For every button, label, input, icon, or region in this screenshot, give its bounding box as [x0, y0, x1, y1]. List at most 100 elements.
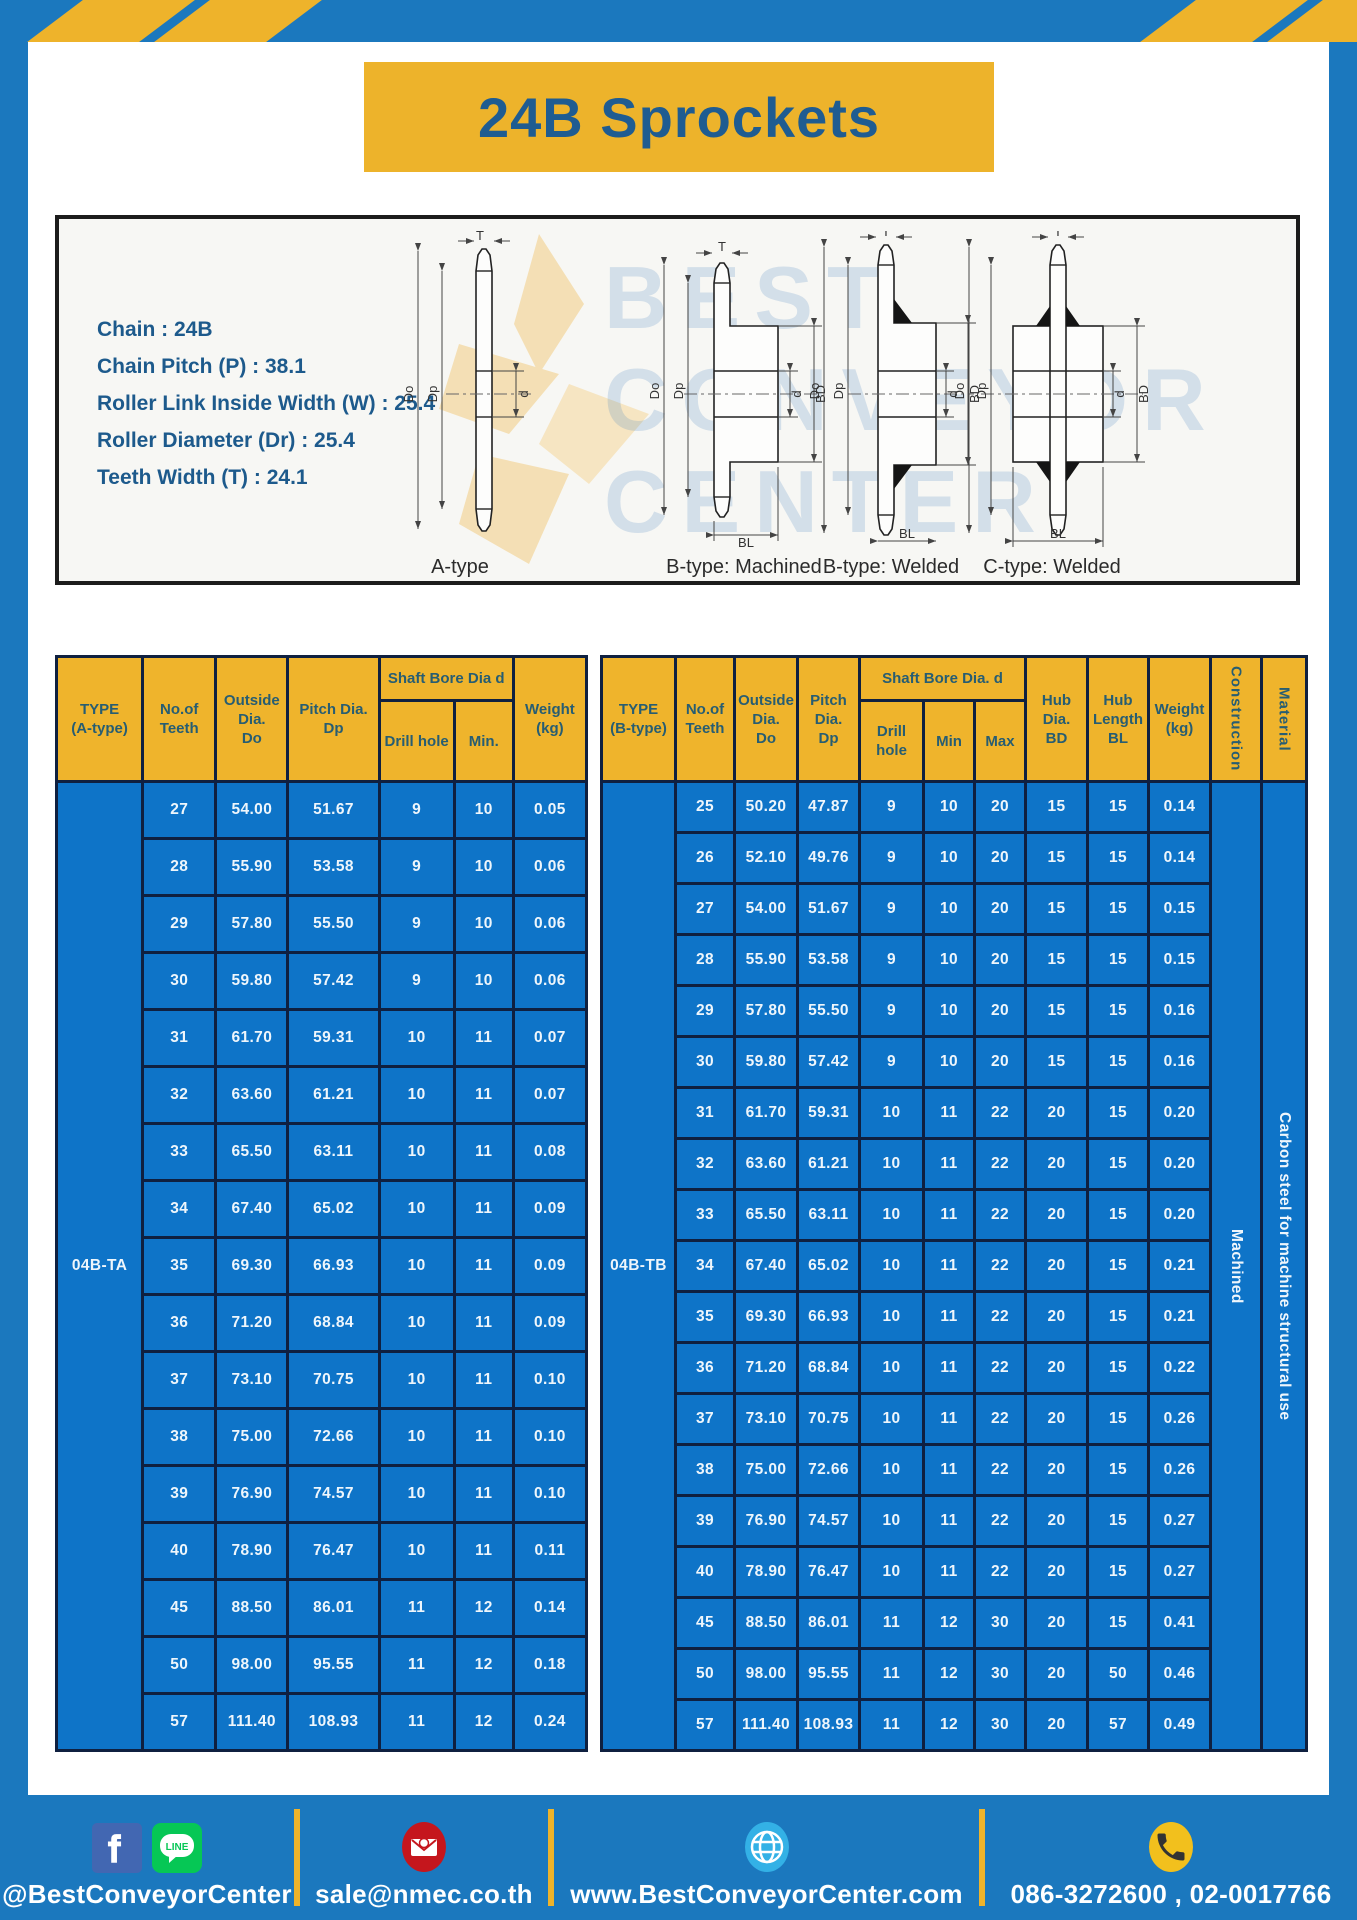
cell: 10 — [858, 1086, 925, 1140]
table-row: 50 98.00 95.55 11 12 30 20 50 0.46 — [602, 1647, 1307, 1701]
frame-top-band — [0, 0, 1357, 42]
cell: 11 — [452, 1521, 515, 1581]
globe-icon — [744, 1822, 789, 1872]
cell: 12 — [452, 1692, 515, 1752]
cell: 33 — [141, 1122, 218, 1182]
cell: 30 — [972, 1647, 1028, 1701]
footer-email[interactable]: sale@nmec.co.th — [315, 1879, 533, 1909]
diagram-b-type-machined: T Do Dp d BD BL B-type: Machined — [644, 231, 844, 579]
cell: 27 — [141, 780, 218, 840]
cell: 0.20 — [1147, 1086, 1213, 1140]
cell: 15 — [1086, 1545, 1151, 1599]
cell: 70.75 — [286, 1350, 381, 1410]
cell: 57.80 — [733, 984, 799, 1038]
table-row: 39 76.90 74.57 10 11 0.10 — [57, 1464, 589, 1524]
cell: 50 — [674, 1647, 736, 1701]
cell: 0.06 — [511, 837, 589, 897]
cell: 86.01 — [286, 1578, 381, 1638]
cell: 0.49 — [1147, 1698, 1213, 1752]
a-type-table-body: 04B-TA 27 54.00 51.67 9 10 0.05 28 55.90 53.58 9 10… — [54, 780, 589, 1752]
cell: 10 — [858, 1443, 925, 1497]
cell: 0.10 — [511, 1350, 589, 1410]
footer-social-handle[interactable]: @BestConveyorCenter — [2, 1879, 292, 1909]
a-type-drawing: T Do Dp d — [401, 228, 532, 532]
cell: 20 — [972, 780, 1028, 834]
cell: 75.00 — [214, 1407, 290, 1467]
cell: 29 — [141, 894, 218, 954]
cell: 11 — [452, 1464, 515, 1524]
cell: 57.80 — [214, 894, 290, 954]
col-header-drill-hole: Drill hole — [377, 699, 456, 783]
col-header-shaft-bore: Shaft Bore Dia d — [377, 655, 515, 702]
diagram-caption: B-type: Welded — [822, 556, 960, 578]
cell: 12 — [922, 1698, 976, 1752]
cell: 30 — [141, 951, 218, 1011]
cell: 20 — [1024, 1545, 1090, 1599]
cell: 0.27 — [1147, 1545, 1213, 1599]
svg-text:T: T — [476, 231, 484, 243]
cell: 51.67 — [796, 882, 861, 936]
cell: 66.93 — [796, 1290, 861, 1344]
cell: 11 — [452, 1350, 515, 1410]
footer-divider — [979, 1809, 985, 1906]
cell: 53.58 — [796, 933, 861, 987]
table-row: 37 73.10 70.75 10 11 22 20 15 0.26 — [602, 1392, 1307, 1446]
cell: 15 — [1086, 1443, 1151, 1497]
cell: 15 — [1024, 1035, 1090, 1089]
cell: 74.57 — [286, 1464, 381, 1524]
b-type-machined-drawing: T Do Dp d BD BL — [647, 239, 828, 550]
col-header-outside-dia: Outside Dia. Do — [733, 655, 799, 783]
cell: 76.90 — [214, 1464, 290, 1524]
cell: 57.42 — [286, 951, 381, 1011]
cell: 32 — [674, 1137, 736, 1191]
cell: 30 — [674, 1035, 736, 1089]
cell: 20 — [972, 933, 1028, 987]
cell: 35 — [674, 1290, 736, 1344]
table-row: 28 55.90 53.58 9 10 20 15 15 0.15 — [602, 933, 1307, 987]
cell: 50 — [1086, 1647, 1151, 1701]
footer-website[interactable]: www.BestConveyorCenter.com — [570, 1879, 963, 1909]
cell: 9 — [377, 894, 456, 954]
cell: 22 — [972, 1239, 1028, 1293]
cell: 0.16 — [1147, 1035, 1213, 1089]
diagram-c-type-welded: T Do Dp d BD BL C-type: Welded — [947, 224, 1157, 579]
cell: 15 — [1024, 780, 1090, 834]
cell: 88.50 — [733, 1596, 799, 1650]
cell: 36 — [141, 1293, 218, 1353]
cell: 73.10 — [214, 1350, 290, 1410]
footer-social-section: LINE @BestConveyorCenter — [0, 1795, 294, 1920]
title-banner: 24B Sprockets — [364, 62, 994, 172]
cell: 20 — [1024, 1647, 1090, 1701]
cell: 108.93 — [796, 1698, 861, 1752]
cell: 75.00 — [733, 1443, 799, 1497]
cell: 20 — [972, 984, 1028, 1038]
cell: 11 — [452, 1236, 515, 1296]
col-header-material: Material — [1260, 655, 1309, 783]
cell: 15 — [1024, 933, 1090, 987]
cell: 26 — [674, 831, 736, 885]
cell: 63.60 — [214, 1065, 290, 1125]
cell: 10 — [858, 1290, 925, 1344]
cell: 20 — [1024, 1494, 1090, 1548]
cell: 11 — [922, 1545, 976, 1599]
table-row: 31 61.70 59.31 10 11 0.07 — [57, 1008, 589, 1068]
cell: 55.90 — [214, 837, 290, 897]
cell: 76.47 — [286, 1521, 381, 1581]
cell: 11 — [922, 1086, 976, 1140]
cell: 40 — [674, 1545, 736, 1599]
cell: 10 — [452, 951, 515, 1011]
cell: 37 — [141, 1350, 218, 1410]
cell: 10 — [922, 882, 976, 936]
cell: 11 — [922, 1137, 976, 1191]
cell: 20 — [1024, 1596, 1090, 1650]
cell: 11 — [858, 1596, 925, 1650]
frame-left-strip — [0, 0, 28, 1920]
page-title: 24B Sprockets — [477, 85, 881, 149]
cell: 95.55 — [286, 1635, 381, 1695]
cell: 15 — [1086, 1137, 1151, 1191]
footer-phone-numbers[interactable]: 086-3272600 , 02-0017766 — [1010, 1879, 1332, 1909]
cell: 15 — [1024, 831, 1090, 885]
svg-text:T: T — [718, 239, 726, 254]
cell: 69.30 — [214, 1236, 290, 1296]
footer-website-section: www.BestConveyorCenter.com — [554, 1795, 979, 1920]
